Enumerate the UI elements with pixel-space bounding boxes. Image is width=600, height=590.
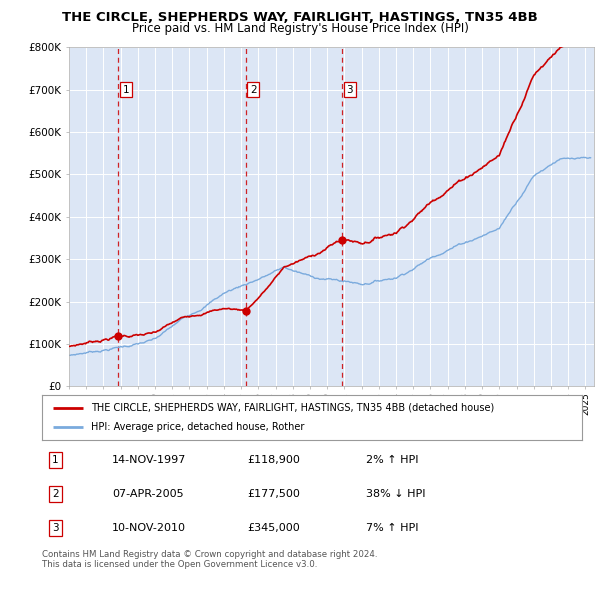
Text: 1: 1	[123, 84, 130, 94]
Text: 10-NOV-2010: 10-NOV-2010	[112, 523, 186, 533]
Text: 3: 3	[346, 84, 353, 94]
Text: Contains HM Land Registry data © Crown copyright and database right 2024.
This d: Contains HM Land Registry data © Crown c…	[42, 550, 377, 569]
Text: £118,900: £118,900	[247, 455, 300, 465]
Text: THE CIRCLE, SHEPHERDS WAY, FAIRLIGHT, HASTINGS, TN35 4BB (detached house): THE CIRCLE, SHEPHERDS WAY, FAIRLIGHT, HA…	[91, 403, 494, 412]
Text: £177,500: £177,500	[247, 489, 300, 499]
Text: 3: 3	[52, 523, 59, 533]
Text: HPI: Average price, detached house, Rother: HPI: Average price, detached house, Roth…	[91, 422, 304, 432]
Text: 2% ↑ HPI: 2% ↑ HPI	[366, 455, 419, 465]
Text: 7% ↑ HPI: 7% ↑ HPI	[366, 523, 419, 533]
Text: 38% ↓ HPI: 38% ↓ HPI	[366, 489, 425, 499]
Text: THE CIRCLE, SHEPHERDS WAY, FAIRLIGHT, HASTINGS, TN35 4BB: THE CIRCLE, SHEPHERDS WAY, FAIRLIGHT, HA…	[62, 11, 538, 24]
Text: 14-NOV-1997: 14-NOV-1997	[112, 455, 187, 465]
Text: Price paid vs. HM Land Registry's House Price Index (HPI): Price paid vs. HM Land Registry's House …	[131, 22, 469, 35]
Text: 1: 1	[52, 455, 59, 465]
Text: £345,000: £345,000	[247, 523, 300, 533]
Text: 2: 2	[52, 489, 59, 499]
Text: 2: 2	[250, 84, 257, 94]
Text: 07-APR-2005: 07-APR-2005	[112, 489, 184, 499]
